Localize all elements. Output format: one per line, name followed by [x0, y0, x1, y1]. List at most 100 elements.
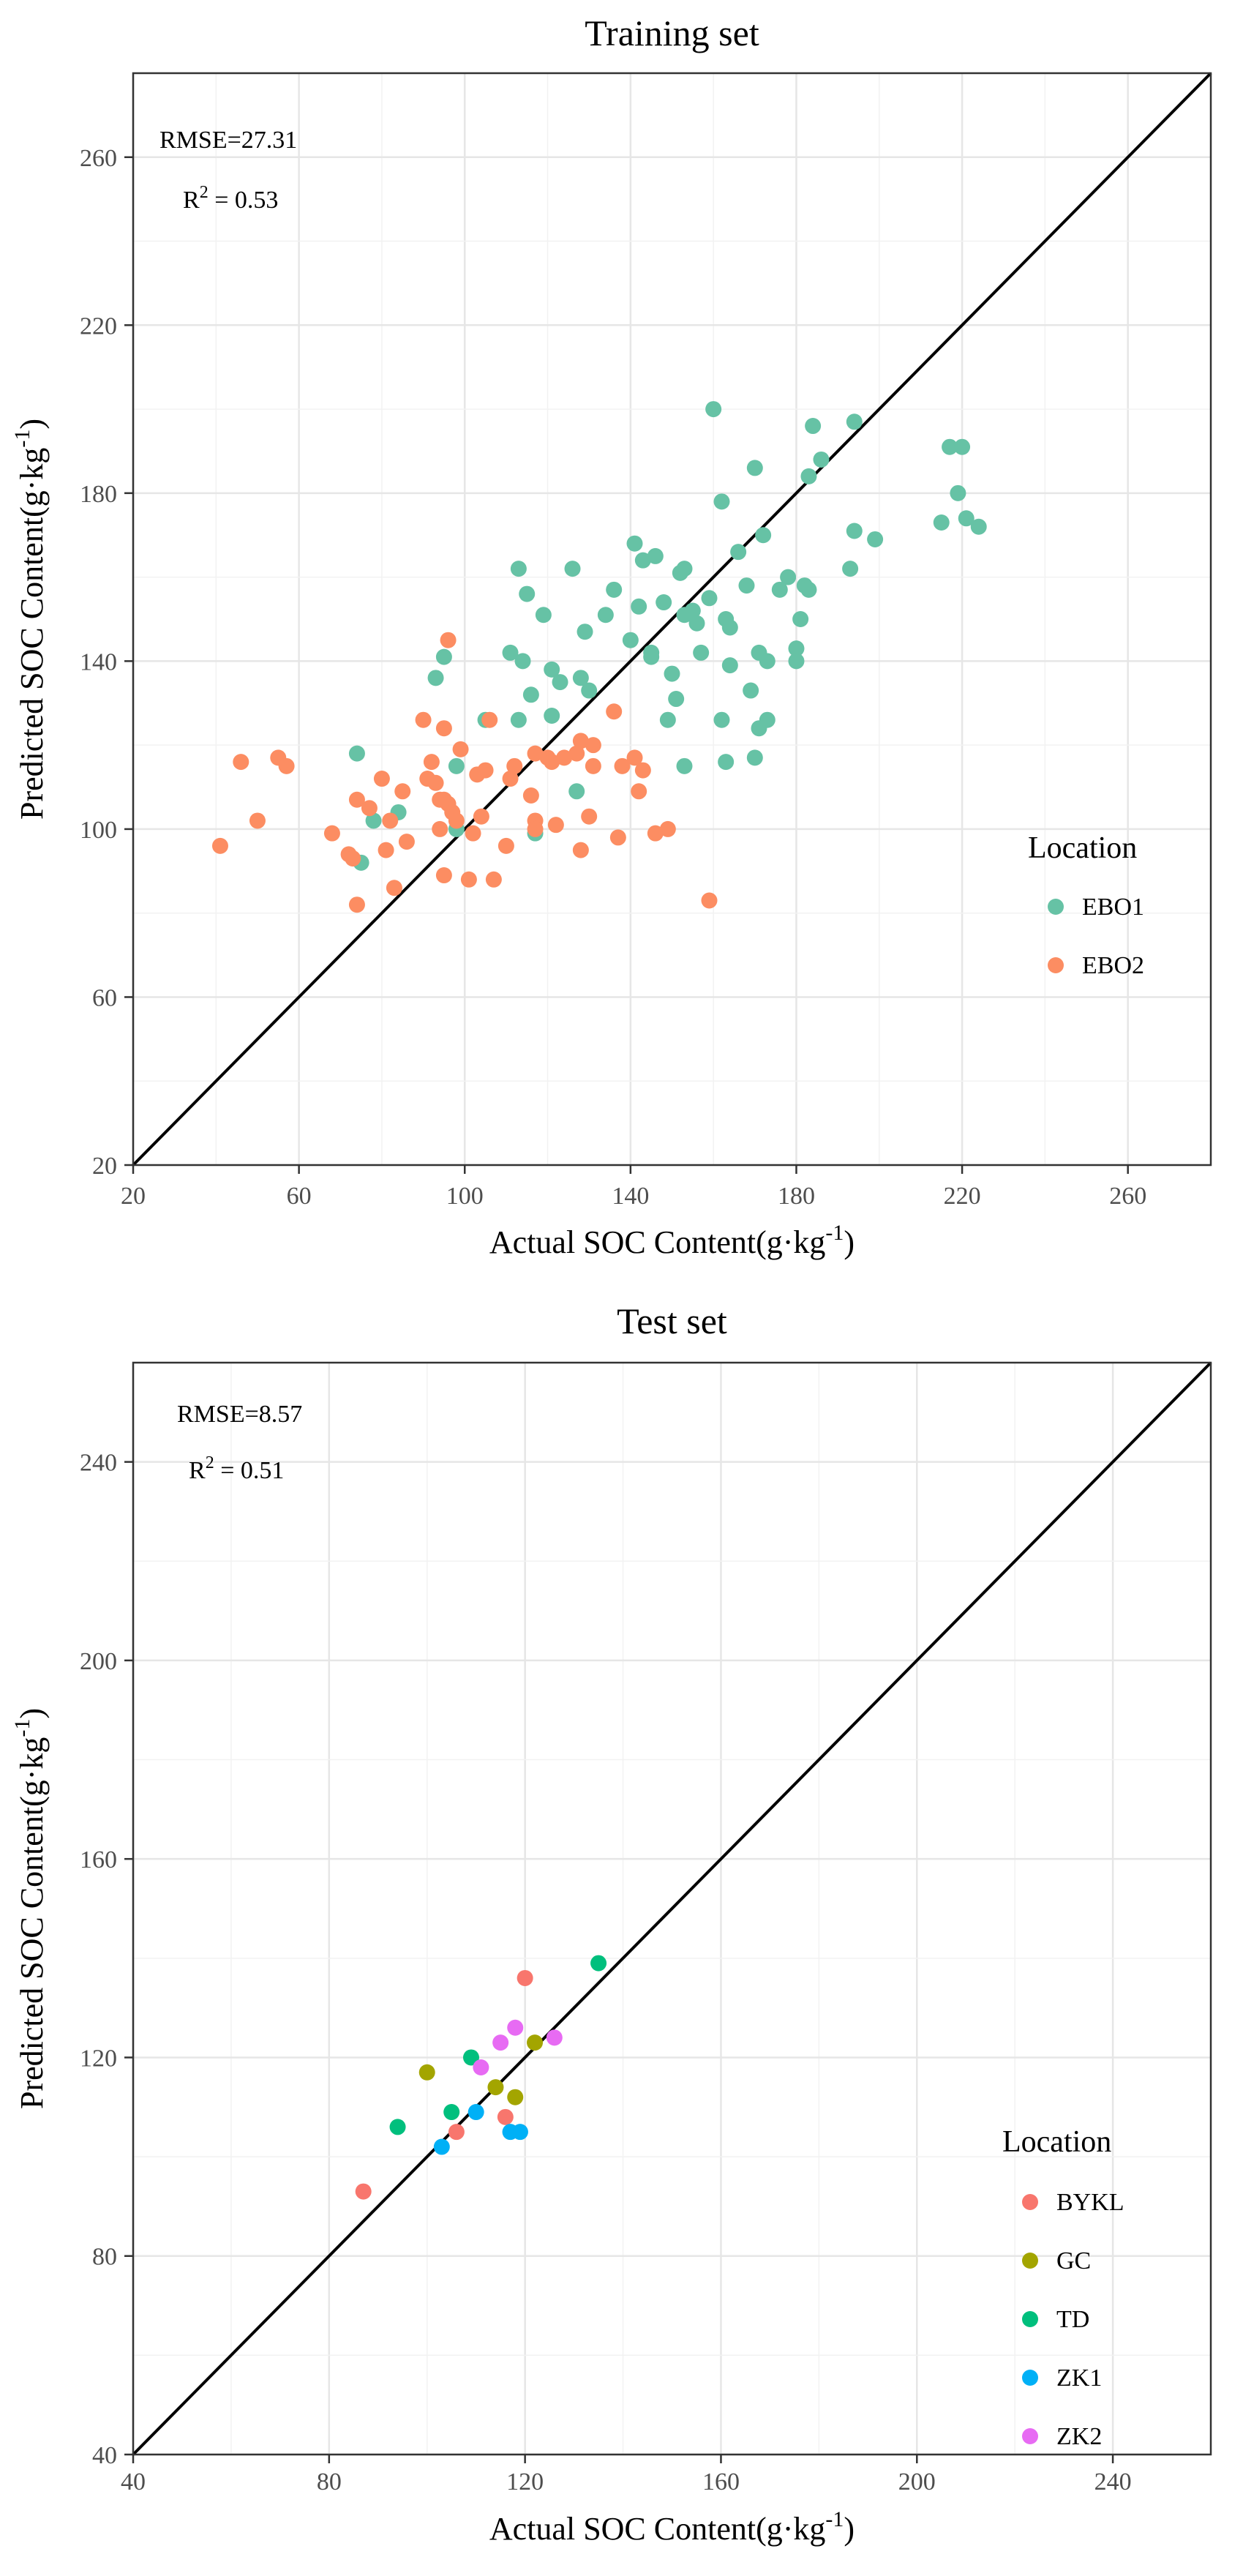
data-point [348, 896, 365, 913]
x-tick-label: 160 [702, 2468, 740, 2496]
data-point [552, 674, 568, 691]
data-point [473, 808, 489, 825]
data-point [517, 1969, 533, 1986]
data-point [721, 619, 738, 636]
y-axis-label-superscript: -1 [10, 430, 34, 448]
data-point [788, 640, 805, 657]
data-point [631, 598, 647, 615]
data-point [958, 510, 975, 527]
r2-annotation: R2 = 0.51 [189, 1453, 284, 1484]
legend-marker [1048, 957, 1064, 973]
data-point [684, 602, 701, 619]
data-point [792, 611, 809, 627]
r2-value: = 0.51 [214, 1457, 285, 1484]
y-tick-label: 40 [92, 2442, 117, 2469]
legend-marker [1022, 2428, 1038, 2444]
data-point [365, 812, 382, 829]
data-point [460, 871, 477, 888]
data-point [759, 653, 776, 670]
data-point [389, 2119, 406, 2135]
data-point [547, 817, 564, 834]
data-point [527, 820, 544, 837]
series-ebo1 [348, 401, 987, 871]
legend: Location EBO1 EBO2 [1028, 831, 1144, 979]
data-point [713, 711, 730, 728]
data-point [688, 615, 705, 632]
data-point [659, 711, 676, 728]
data-point [590, 1955, 607, 1972]
data-point [487, 2079, 504, 2096]
data-point [345, 850, 361, 867]
data-point [514, 653, 531, 670]
data-point [572, 733, 589, 749]
data-point [609, 829, 626, 846]
data-point [805, 418, 822, 435]
data-point [842, 561, 859, 577]
data-point [813, 451, 830, 468]
data-point [701, 590, 718, 607]
data-point [664, 665, 680, 682]
x-axis-label-close: ) [844, 1224, 855, 1260]
data-point [382, 812, 399, 829]
data-point [427, 774, 444, 791]
data-point [211, 837, 228, 854]
data-point [746, 749, 763, 766]
data-point [800, 581, 817, 598]
data-point [634, 552, 651, 569]
data-point [361, 800, 378, 817]
legend-label: EBO2 [1082, 952, 1144, 979]
y-tick-label: 140 [80, 648, 117, 675]
y-tick-label: 260 [80, 145, 117, 172]
chart-2: Test set 40 80 120 160 200 240 40 80 120 160 200 240… [10, 1300, 1212, 2547]
identity-line [132, 72, 1212, 1167]
data-point [568, 745, 585, 762]
data-point [746, 460, 763, 476]
data-point [378, 842, 394, 858]
panel-border [132, 1361, 1212, 2456]
data-point [433, 2138, 450, 2155]
y-axis-label: Predicted SOC Content(g·kg-1) [10, 1708, 50, 2109]
legend-title: Location [1028, 831, 1137, 865]
data-point [233, 754, 249, 771]
data-point [718, 754, 735, 771]
data-point [427, 670, 444, 686]
legend-marker [1022, 2194, 1038, 2210]
rmse-annotation: RMSE=8.57 [177, 1401, 302, 1428]
identity-line [132, 1361, 1212, 2456]
legend: Location BYKL GC TD ZK1 ZK2 [1002, 2125, 1124, 2450]
x-axis-label-superscript: -1 [825, 2507, 844, 2531]
data-point [522, 787, 539, 804]
data-point [647, 825, 664, 842]
x-tick-label: 40 [121, 2468, 146, 2496]
data-point [701, 892, 718, 909]
data-point [355, 2183, 372, 2200]
legend-marker [1022, 2311, 1038, 2327]
data-point [527, 745, 544, 762]
data-point [622, 632, 639, 648]
data-point [511, 2124, 528, 2141]
y-tick-label: 120 [80, 2045, 117, 2072]
data-point [572, 670, 589, 686]
data-point [626, 749, 643, 766]
data-point [435, 648, 452, 665]
data-point [481, 711, 498, 728]
x-axis-label-close: ) [844, 2511, 855, 2547]
data-point [581, 682, 598, 699]
data-point [564, 561, 581, 577]
rmse-annotation: RMSE=27.31 [159, 127, 297, 154]
data-point [713, 493, 730, 510]
data-point [788, 653, 805, 670]
data-point [954, 438, 971, 455]
chart-title: Training set [585, 12, 759, 53]
y-axis-label: Predicted SOC Content(g·kg-1) [10, 419, 50, 820]
data-point [780, 569, 797, 585]
series-gc [418, 2034, 544, 2105]
data-point [556, 749, 573, 766]
data-point [668, 691, 685, 708]
data-point [656, 594, 672, 611]
y-tick-label: 200 [80, 1648, 117, 1675]
data-point [634, 762, 651, 779]
data-point [485, 871, 502, 888]
